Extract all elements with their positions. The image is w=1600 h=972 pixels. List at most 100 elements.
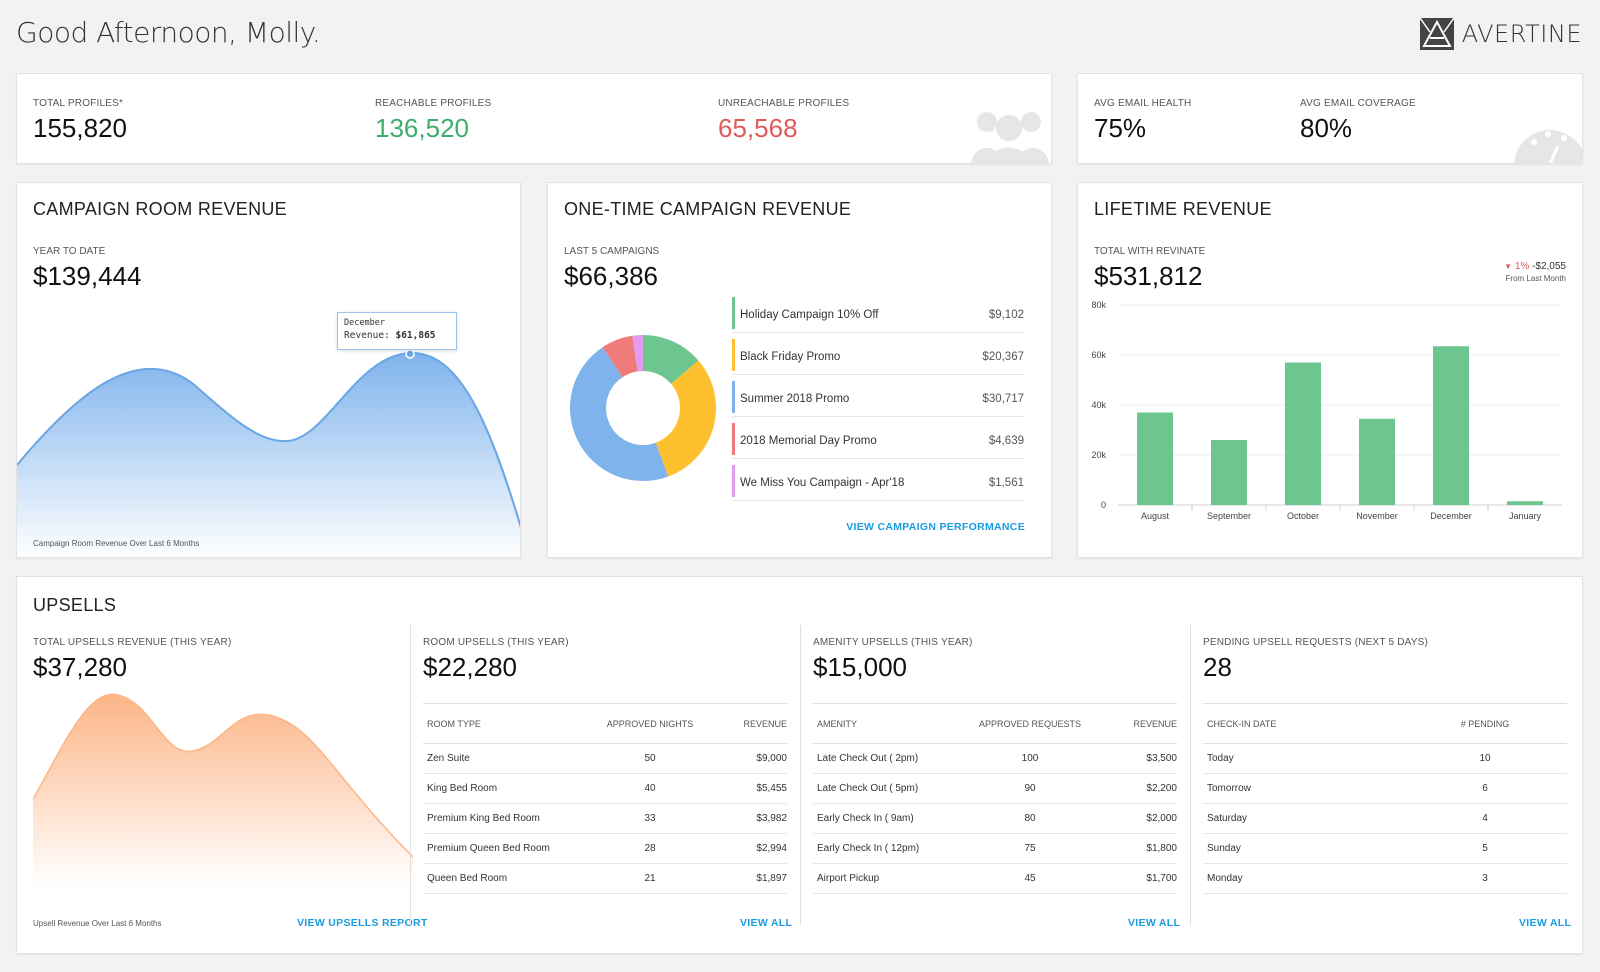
table-row[interactable]: Sunday 5: [1203, 834, 1567, 864]
pending-view-all-link[interactable]: VIEW ALL: [1519, 917, 1572, 929]
campaign-room-title: CAMPAIGN ROOM REVENUE: [33, 199, 287, 219]
upsells-card: UPSELLS TOTAL UPSELLS REVENUE (THIS YEAR…: [16, 576, 1583, 954]
table-header: AMENITY APPROVED REQUESTS REVENUE: [813, 704, 1177, 744]
table-row[interactable]: Early Check In ( 12pm) 75 $1,800: [813, 834, 1177, 864]
bar-august[interactable]: [1137, 412, 1173, 506]
table-header: ROOM TYPE APPROVED NIGHTS REVENUE: [423, 704, 787, 744]
table-cell: Premium Queen Bed Room: [427, 843, 550, 854]
amenity-upsells-value: $15,000: [813, 652, 907, 682]
table-row[interactable]: Late Check Out ( 2pm) 100 $3,500: [813, 744, 1177, 774]
bar-october[interactable]: [1285, 362, 1321, 506]
room-upsells-label: ROOM UPSELLS (THIS YEAR): [423, 637, 569, 648]
view-upsells-report-link[interactable]: VIEW UPSELLS REPORT: [297, 917, 428, 929]
donut-slice[interactable]: [570, 347, 669, 481]
table-cell: 28: [644, 843, 656, 854]
upsells-area: [33, 694, 413, 887]
email-health-value: 75%: [1094, 113, 1147, 143]
campaign-donut-chart[interactable]: [568, 333, 718, 483]
campaign-color-bar: [732, 423, 735, 455]
column-header: APPROVED REQUESTS: [978, 718, 1082, 729]
campaign-room-value: $139,444: [33, 261, 142, 291]
campaign-room-revenue-card: CAMPAIGN ROOM REVENUE YEAR TO DATE $139,…: [16, 182, 521, 558]
upsells-area-chart[interactable]: [33, 687, 413, 887]
table-cell: $1,700: [1146, 873, 1177, 884]
table-row[interactable]: Late Check Out ( 5pm) 90 $2,200: [813, 774, 1177, 804]
tooltip-value: $61,865: [395, 330, 436, 341]
column-header: REVENUE: [1133, 718, 1177, 729]
bar-november[interactable]: [1359, 418, 1395, 505]
campaign-row[interactable]: 2018 Memorial Day Promo $4,639: [732, 423, 1024, 459]
campaign-room-area-chart[interactable]: [17, 333, 521, 558]
table-cell: Today: [1207, 753, 1234, 764]
table-cell: Sunday: [1207, 843, 1241, 854]
brand-name: AVERTINE: [1461, 20, 1582, 48]
table-cell: Zen Suite: [427, 753, 470, 764]
column-header: # PENDING: [1460, 718, 1510, 729]
table-row[interactable]: Zen Suite 50 $9,000: [423, 744, 787, 774]
table-cell: $2,200: [1146, 783, 1177, 794]
table-header: CHECK-IN DATE # PENDING: [1203, 704, 1567, 744]
amenity-view-all-link[interactable]: VIEW ALL: [1128, 917, 1181, 929]
table-cell: $9,000: [756, 753, 787, 764]
profiles-card: TOTAL PROFILES* 155,820 REACHABLE PROFIL…: [16, 73, 1052, 164]
donut-slice[interactable]: [643, 335, 699, 384]
donut-slice[interactable]: [632, 335, 643, 372]
table-row[interactable]: Monday 3: [1203, 864, 1567, 894]
lifetime-bar-chart[interactable]: 0 20k 40k 60k 80k August September October Novem…: [1078, 283, 1583, 523]
campaign-color-bar: [732, 381, 735, 413]
campaign-color-bar: [732, 339, 735, 371]
column-divider: [1190, 625, 1191, 925]
table-row[interactable]: Queen Bed Room 21 $1,897: [423, 864, 787, 894]
y-tick-label: 40k: [1091, 400, 1106, 410]
table-cell: $2,994: [756, 843, 787, 854]
campaign-color-bar: [732, 297, 735, 329]
table-row[interactable]: Premium Queen Bed Room 28 $2,994: [423, 834, 787, 864]
donut-slice[interactable]: [602, 335, 638, 378]
donut-slice[interactable]: [655, 360, 716, 477]
campaign-room-line: [17, 351, 520, 528]
table-cell: 10: [1479, 753, 1491, 764]
pending-upsells-table: CHECK-IN DATE # PENDING Today 10 Tomorrow 6 Sa…: [1203, 703, 1567, 894]
table-row[interactable]: Saturday 4: [1203, 804, 1567, 834]
bar-january[interactable]: [1507, 501, 1543, 505]
y-tick-label: 60k: [1091, 350, 1106, 360]
x-tick-label: September: [1207, 511, 1251, 521]
room-view-all-link[interactable]: VIEW ALL: [740, 917, 793, 929]
campaign-row[interactable]: Summer 2018 Promo $30,717: [732, 381, 1024, 417]
campaign-name: We Miss You Campaign - Apr'18: [740, 476, 905, 489]
unreachable-profiles-value: 65,568: [718, 113, 798, 143]
table-cell: 90: [1024, 783, 1036, 794]
table-row[interactable]: Premium King Bed Room 33 $3,982: [423, 804, 787, 834]
view-campaign-performance-link[interactable]: VIEW CAMPAIGN PERFORMANCE: [846, 521, 1025, 533]
table-cell: Late Check Out ( 2pm): [817, 753, 919, 764]
avertine-logo-icon: [1419, 18, 1454, 50]
email-health-label: AVG EMAIL HEALTH: [1094, 98, 1192, 109]
campaign-name: 2018 Memorial Day Promo: [740, 434, 877, 447]
table-cell: 4: [1482, 813, 1488, 824]
column-divider: [410, 625, 411, 925]
upsells-line: [33, 693, 413, 858]
table-row[interactable]: Early Check In ( 9am) 80 $2,000: [813, 804, 1177, 834]
lifetime-value: $531,812: [1094, 261, 1203, 291]
lifetime-sublabel: TOTAL WITH REVINATE: [1094, 246, 1206, 257]
table-row[interactable]: King Bed Room 40 $5,455: [423, 774, 787, 804]
unreachable-profiles-label: UNREACHABLE PROFILES: [718, 98, 850, 109]
table-row[interactable]: Tomorrow 6: [1203, 774, 1567, 804]
campaign-row[interactable]: Black Friday Promo $20,367: [732, 339, 1024, 375]
amenity-upsells-label: AMENITY UPSELLS (THIS YEAR): [813, 637, 973, 648]
total-profiles-value: 155,820: [33, 113, 127, 143]
table-row[interactable]: Today 10: [1203, 744, 1567, 774]
campaign-row[interactable]: We Miss You Campaign - Apr'18 $1,561: [732, 465, 1024, 501]
table-cell: $5,455: [756, 783, 787, 794]
y-tick-label: 20k: [1091, 450, 1106, 460]
bar-september[interactable]: [1211, 440, 1247, 505]
brand-logo[interactable]: AVERTINE: [1419, 18, 1582, 50]
campaign-row[interactable]: Holiday Campaign 10% Off $9,102: [732, 297, 1024, 333]
table-cell: 50: [644, 753, 656, 764]
change-note: From Last Month: [1505, 274, 1566, 283]
x-tick-label: August: [1141, 511, 1170, 521]
bar-december[interactable]: [1433, 346, 1469, 505]
table-cell: 80: [1024, 813, 1036, 824]
total-upsells-label: TOTAL UPSELLS REVENUE (THIS YEAR): [33, 637, 232, 648]
table-row[interactable]: Airport Pickup 45 $1,700: [813, 864, 1177, 894]
